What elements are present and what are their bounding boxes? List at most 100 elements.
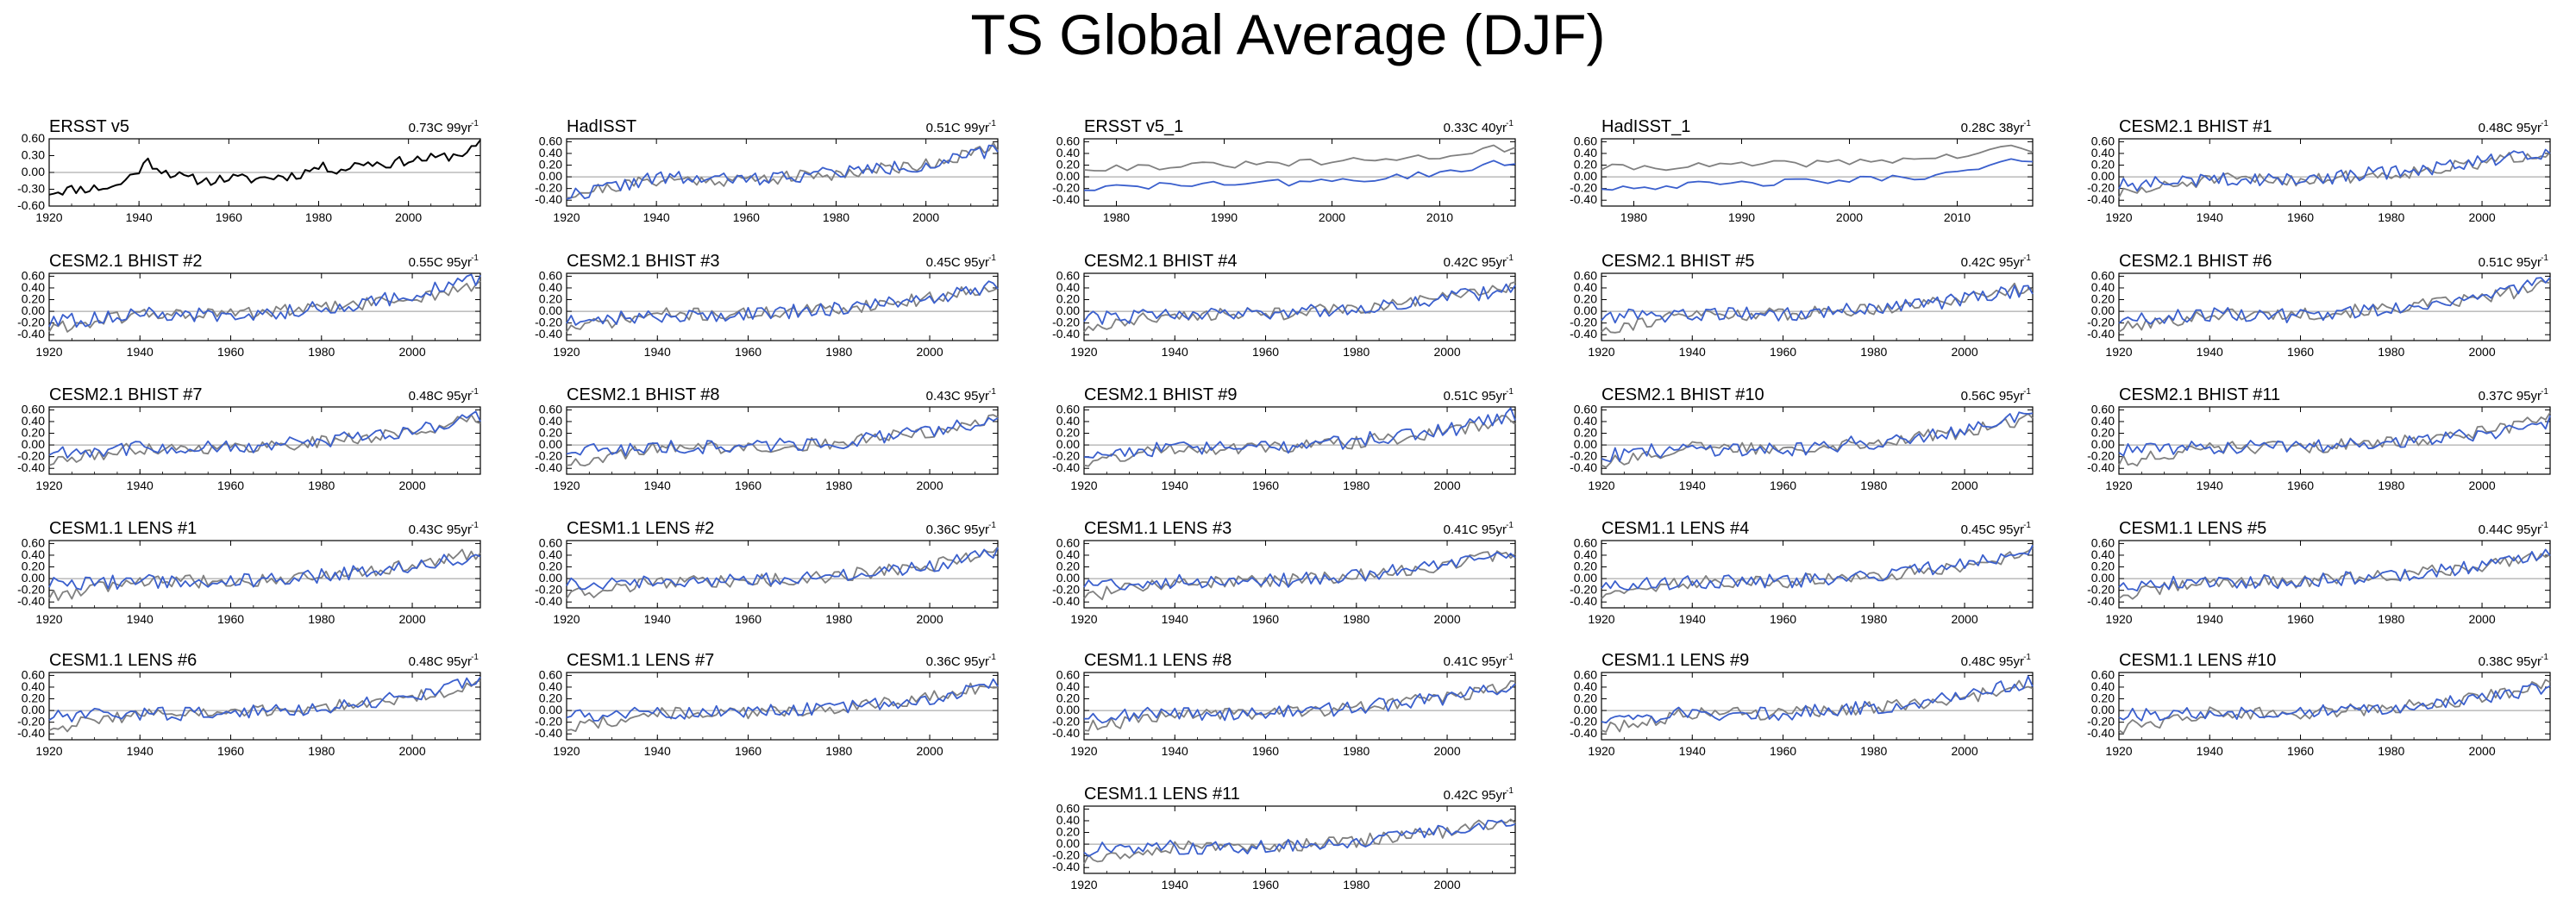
- x-tick-label: 2000: [916, 479, 943, 492]
- y-tick-label: -0.40: [17, 327, 45, 341]
- y-tick-label: 0.60: [1056, 134, 1080, 147]
- series-line-1: [567, 141, 999, 199]
- panel-20: CESM1.1 LENS #5 0.44C 95yr -1 0.600.400.200…: [2087, 519, 2551, 626]
- x-tick-label: 1940: [1162, 345, 1188, 359]
- x-tick-label: 2000: [398, 744, 425, 758]
- x-tick-label: 1960: [1770, 744, 1796, 758]
- panel-title: CESM2.1 BHIST #2: [49, 252, 202, 271]
- series-line-1: [1083, 281, 1516, 333]
- y-tick-label: 0.40: [1056, 146, 1080, 160]
- series-line-2: [48, 676, 481, 722]
- x-tick-label: 1980: [308, 479, 335, 492]
- y-tick-label: -0.40: [535, 327, 562, 341]
- y-tick-label: 0.60: [2091, 134, 2115, 147]
- series-line-2: [1083, 819, 1516, 857]
- panel-trend-exponent: -1: [1506, 521, 1514, 530]
- y-tick-label: 0.20: [1056, 292, 1080, 306]
- y-tick-label: 0.00: [1056, 303, 1080, 317]
- x-tick-label: 2000: [916, 744, 943, 758]
- panel-23: CESM1.1 LENS #8 0.41C 95yr -1 0.600.400.200…: [1052, 651, 1516, 758]
- panel-24: CESM1.1 LENS #9 0.48C 95yr -1 0.600.400.200…: [1570, 651, 2034, 758]
- panel-4: HadISST_1 0.28C 38yr -10.600.400.200.00-0.…: [1570, 117, 2034, 224]
- x-tick-label: 2000: [1433, 878, 1460, 891]
- series-line-1: [1601, 679, 2034, 733]
- panel-trend: 0.55C 95yr: [409, 255, 472, 270]
- series-line-2: [48, 410, 481, 459]
- y-tick-label: -0.20: [2087, 583, 2115, 597]
- panel-title: ERSST v5: [49, 117, 129, 136]
- series-line-2: [566, 416, 999, 457]
- y-tick-label: 0.00: [1574, 437, 1597, 451]
- y-tick-label: 0.40: [22, 547, 45, 561]
- x-tick-label: 1920: [553, 744, 580, 758]
- y-tick-label: 0.40: [539, 146, 562, 160]
- x-tick-label: 2000: [2468, 210, 2495, 224]
- x-tick-label: 1940: [1162, 479, 1188, 492]
- y-tick-label: 0.30: [22, 148, 45, 162]
- panel-trend-exponent: -1: [1506, 119, 1514, 128]
- y-tick-label: 0.60: [1574, 535, 1597, 549]
- panel-trend: 0.42C 95yr: [1961, 255, 2024, 270]
- x-tick-label: 1980: [823, 210, 849, 224]
- y-tick-label: 0.60: [2091, 535, 2115, 549]
- panel-title: CESM1.1 LENS #7: [567, 651, 714, 670]
- x-tick-label: 2000: [398, 479, 425, 492]
- y-tick-label: 0.00: [1056, 437, 1080, 451]
- y-tick-label: -0.30: [17, 182, 45, 196]
- y-tick-label: 0.40: [1574, 547, 1597, 561]
- x-tick-label: 1960: [216, 210, 242, 224]
- series-line-2: [1601, 675, 2034, 724]
- x-tick-label: 2000: [1319, 210, 1345, 224]
- x-tick-label: 2000: [2468, 744, 2495, 758]
- series-line-2: [566, 280, 999, 326]
- y-tick-label: -0.20: [535, 449, 562, 463]
- y-tick-label: 0.20: [539, 158, 562, 172]
- x-tick-label: 1960: [1770, 479, 1796, 492]
- x-tick-label: 1940: [644, 744, 671, 758]
- y-tick-label: 0.40: [22, 414, 45, 428]
- x-tick-label: 1920: [1070, 479, 1097, 492]
- series-line-1: [1601, 547, 2034, 599]
- y-tick-label: -0.20: [1570, 449, 1597, 463]
- y-tick-label: 0.20: [1056, 825, 1080, 839]
- y-tick-label: 0.20: [22, 426, 45, 440]
- panel-trend: 0.51C 99yr: [926, 121, 989, 135]
- y-tick-label: 0.20: [22, 691, 45, 705]
- panel-title: CESM2.1 BHIST #4: [1084, 252, 1237, 271]
- series-line-1: [48, 679, 481, 733]
- y-tick-label: -0.40: [2087, 327, 2115, 341]
- y-tick-label: -0.40: [535, 726, 562, 740]
- x-tick-label: 1920: [2105, 210, 2132, 224]
- panel-frame: [48, 672, 481, 741]
- y-tick-label: -0.40: [1570, 726, 1597, 740]
- panel-trend: 0.42C 95yr: [1444, 788, 1507, 803]
- y-tick-label: 0.00: [539, 169, 562, 183]
- panel-13: CESM2.1 BHIST #9 0.51C 95yr -1 0.600.400.20…: [1052, 385, 1516, 492]
- x-tick-label: 1960: [2287, 345, 2314, 359]
- y-tick-label: -0.40: [535, 594, 562, 608]
- panel-title: CESM1.1 LENS #8: [1084, 651, 1232, 670]
- x-tick-label: 1920: [35, 744, 62, 758]
- x-tick-label: 1980: [2378, 744, 2404, 758]
- x-tick-label: 1920: [35, 210, 62, 224]
- y-tick-label: 0.20: [1056, 426, 1080, 440]
- y-tick-label: 0.60: [2091, 402, 2115, 416]
- x-tick-label: 1920: [2105, 744, 2132, 758]
- panel-10: CESM2.1 BHIST #6 0.51C 95yr -1 0.600.400.20…: [2087, 252, 2551, 359]
- y-tick-label: 0.00: [1056, 836, 1080, 850]
- x-tick-label: 1980: [1860, 612, 1887, 626]
- panel-title: CESM1.1 LENS #9: [1601, 651, 1749, 670]
- x-tick-label: 1920: [1070, 878, 1097, 891]
- y-tick-label: 0.20: [1574, 292, 1597, 306]
- y-tick-label: 0.40: [22, 280, 45, 294]
- x-tick-label: 1940: [127, 612, 154, 626]
- y-tick-label: -0.40: [17, 726, 45, 740]
- y-tick-label: 0.40: [2091, 280, 2115, 294]
- y-tick-label: 0.00: [1056, 703, 1080, 716]
- y-tick-label: 0.40: [539, 414, 562, 428]
- panel-trend-exponent: -1: [1506, 253, 1514, 263]
- panel-frame: [1601, 540, 2034, 609]
- y-tick-label: 0.60: [1056, 667, 1080, 681]
- y-tick-label: 0.60: [1574, 134, 1597, 147]
